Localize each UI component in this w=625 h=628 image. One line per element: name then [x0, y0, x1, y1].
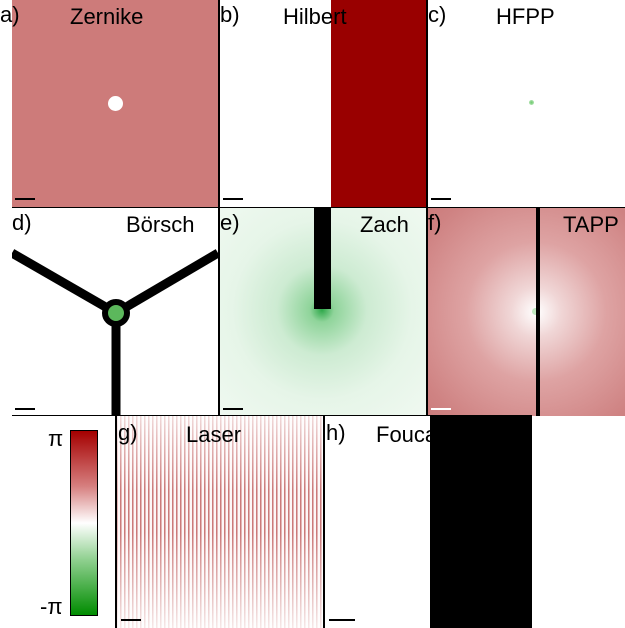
scale-bar	[121, 619, 141, 621]
borsch-ring	[102, 299, 130, 327]
laser-standing-wave	[116, 416, 322, 628]
foucault-knife-edge	[430, 416, 532, 628]
panel-laser	[116, 416, 322, 628]
borsch-electrode-svg	[12, 249, 218, 416]
scale-bar	[329, 619, 355, 621]
scale-bar	[15, 408, 35, 410]
panel-letter-a: a)	[0, 2, 20, 27]
tapp-center-dot	[532, 308, 539, 315]
panel-letter-c: c)	[428, 2, 447, 27]
column-divider	[426, 0, 428, 416]
panel-letter-d: d)	[12, 210, 32, 235]
zach-electrode	[314, 208, 331, 309]
zernike-center-dot	[108, 96, 123, 111]
panel-letter-g: g)	[118, 420, 138, 445]
scale-bar	[223, 408, 243, 410]
scale-bar	[431, 408, 451, 410]
column-divider	[218, 0, 220, 416]
phase-colorbar	[70, 430, 98, 616]
colorbar-max-label: π	[48, 426, 64, 451]
panel-letter-f: f)	[428, 210, 442, 235]
panel-zach	[220, 208, 426, 416]
panel-letter-e: e)	[220, 210, 240, 235]
scale-bar	[15, 198, 35, 200]
scale-bar	[223, 198, 243, 200]
panel-title-zach: Zach	[360, 212, 409, 237]
hfpp-center-dot	[529, 100, 534, 105]
panel-title-hfpp: HFPP	[496, 4, 555, 29]
row-divider	[12, 415, 532, 416]
panel-foucault	[324, 416, 625, 628]
hilbert-phase-band	[331, 0, 426, 207]
panel-hilbert	[220, 0, 426, 207]
panel-title-laser: Laser	[186, 422, 242, 447]
panel-borsch	[12, 208, 218, 416]
panel-title-foucault: Foucault	[376, 422, 461, 447]
row-divider	[12, 207, 625, 208]
tapp-vertical-line	[536, 208, 540, 416]
scale-bar	[431, 198, 451, 200]
panel-title-borsch: Börsch	[126, 212, 195, 237]
panel-title-tapp: TAPP	[563, 212, 619, 237]
panel-letter-h: h)	[326, 420, 346, 445]
colorbar-min-label: -π	[40, 594, 63, 619]
panel-title-hilbert: Hilbert	[283, 4, 347, 29]
panel-title-zernike: Zernike	[70, 4, 144, 29]
panel-letter-b: b)	[220, 2, 240, 27]
panel-hfpp	[428, 0, 625, 207]
column-divider	[115, 416, 117, 628]
column-divider	[323, 416, 325, 628]
panel-tapp	[428, 208, 625, 416]
panel-zernike	[12, 0, 218, 207]
